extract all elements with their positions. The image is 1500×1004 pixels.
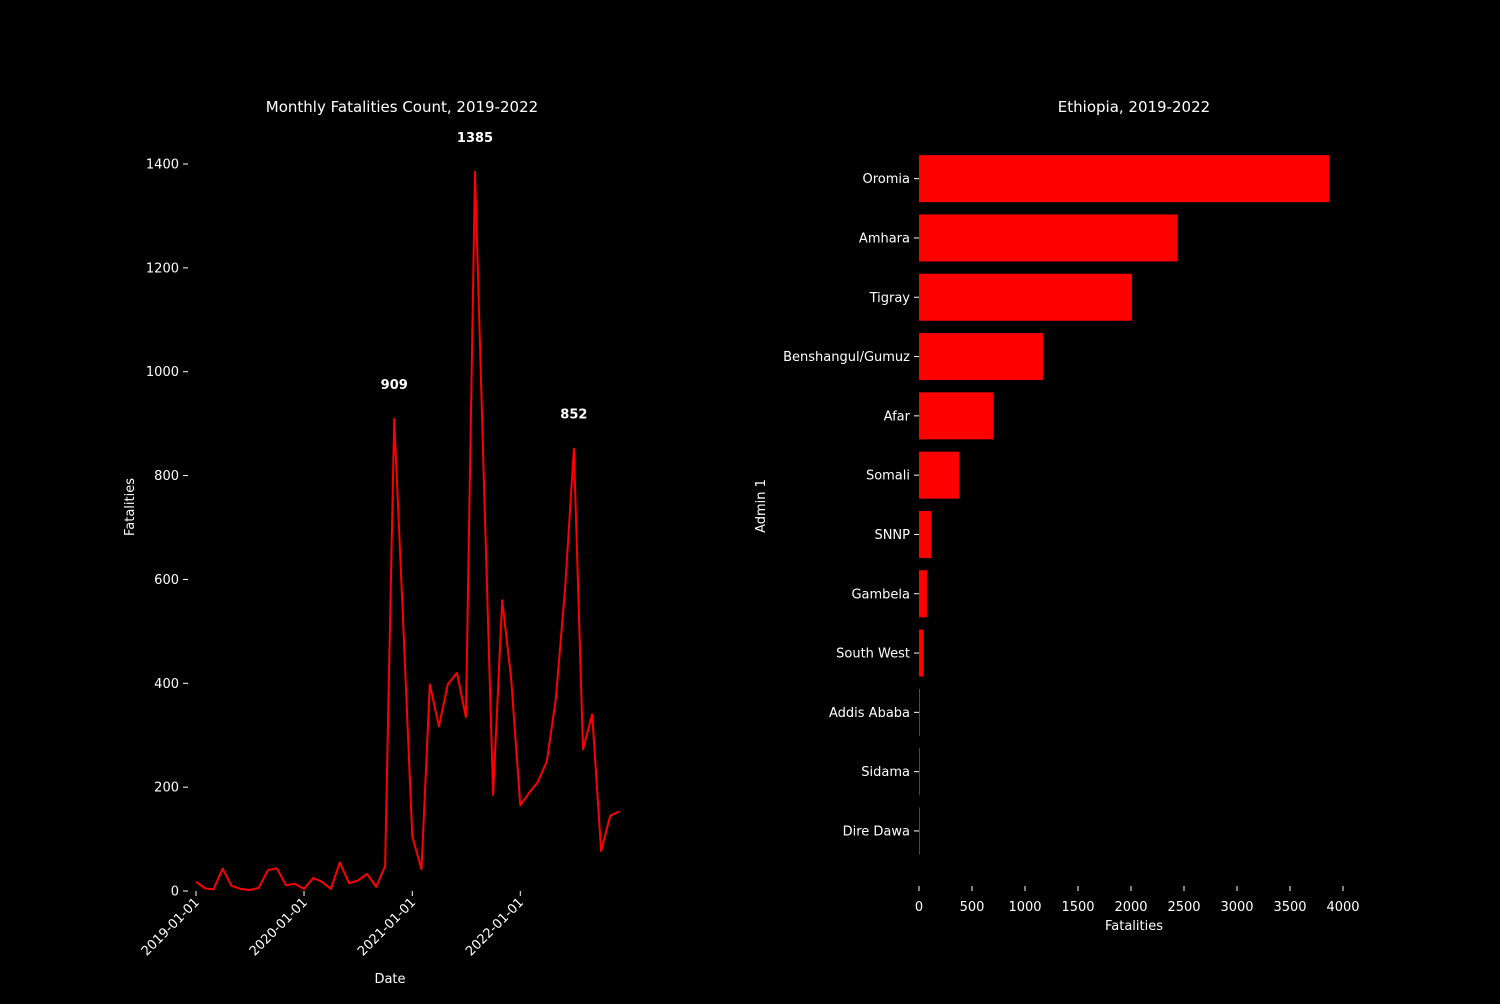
line-y-tick-label: 800: [154, 469, 179, 484]
bar-snnp: [919, 510, 932, 558]
bar-x-tick-label: 2000: [1114, 900, 1147, 915]
line-x-tick-label: 2019-01-01: [139, 895, 203, 959]
line-y-axis: 0 200 400 600 800 1000 1200 1400: [146, 158, 188, 900]
line-y-tick-label: 1000: [146, 365, 179, 380]
bar-x-tick-label: 1000: [1008, 900, 1041, 915]
bar-sidama: [919, 748, 920, 796]
bar-category-label: Afar: [884, 409, 911, 424]
line-y-tick-label: 400: [154, 677, 179, 692]
bar-x-axis: 0 500 1000 1500 2000 2500 3000 3500 4000: [915, 886, 1360, 915]
bar-category-label: South West: [836, 647, 910, 662]
line-x-tick-label: 2022-01-01: [463, 895, 527, 959]
bar-category-label: Addis Ababa: [829, 706, 910, 721]
peak-label: 909: [381, 378, 408, 393]
bar-gambela: [919, 570, 927, 618]
bar-benshangul-gumuz: [919, 333, 1044, 381]
bar-category-label: Tigray: [869, 291, 911, 306]
peak-label: 852: [560, 408, 587, 423]
bar-category-label: Sidama: [861, 765, 910, 780]
line-chart: Monthly Fatalities Count, 2019-2022 0 200…: [123, 98, 620, 987]
bar-y-axis: Oromia Amhara Tigray Benshangul/Gumuz Afar So…: [783, 172, 919, 839]
bar-category-label: Somali: [866, 469, 910, 484]
peak-label: 1385: [457, 131, 493, 146]
line-y-axis-label: Fatalities: [123, 478, 138, 536]
bar-category-label: Dire Dawa: [843, 824, 910, 839]
bar-x-tick-label: 500: [960, 900, 985, 915]
line-y-tick-label: 1400: [146, 158, 179, 173]
bar-x-tick-label: 2500: [1167, 900, 1200, 915]
peak-annotations: 909 1385 852: [381, 131, 588, 423]
bar-south-west: [919, 629, 924, 677]
line-x-tick-label: 2021-01-01: [355, 895, 419, 959]
bar-category-label: Gambela: [851, 587, 910, 602]
line-chart-title: Monthly Fatalities Count, 2019-2022: [266, 98, 538, 116]
series-line: [195, 170, 620, 891]
bar-x-tick-label: 3500: [1273, 900, 1306, 915]
bar-x-tick-label: 4000: [1326, 900, 1359, 915]
bar-chart: Ethiopia, 2019-2022 Oromia Amhara Tigray Be…: [754, 98, 1360, 934]
bar-category-label: SNNP: [874, 528, 910, 543]
bar-afar: [919, 392, 994, 440]
bar-category-label: Oromia: [863, 172, 911, 187]
line-x-axis: 2019-01-01 2020-01-01 2021-01-01 2022-01-01: [139, 891, 527, 959]
bars: [919, 155, 1330, 855]
bar-x-tick-label: 1500: [1061, 900, 1094, 915]
bar-x-tick-label: 3000: [1220, 900, 1253, 915]
bar-oromia: [919, 155, 1330, 203]
line-y-tick-label: 200: [154, 781, 179, 796]
line-y-tick-label: 0: [171, 885, 179, 900]
line-y-tick-label: 600: [154, 573, 179, 588]
bar-category-label: Amhara: [859, 231, 910, 246]
bar-x-axis-label: Fatalities: [1105, 919, 1163, 934]
bar-addis-ababa: [919, 688, 920, 736]
bar-category-label: Benshangul/Gumuz: [783, 350, 910, 365]
bar-y-axis-label: Admin 1: [754, 479, 769, 533]
line-x-axis-label: Date: [374, 972, 405, 987]
bar-dire-dawa: [919, 807, 920, 855]
line-x-tick-label: 2020-01-01: [247, 895, 311, 959]
bar-chart-title: Ethiopia, 2019-2022: [1058, 98, 1210, 116]
line-y-tick-label: 1200: [146, 261, 179, 276]
bar-tigray: [919, 273, 1133, 321]
bar-x-tick-label: 0: [915, 900, 923, 915]
bar-amhara: [919, 214, 1178, 262]
bar-somali: [919, 451, 960, 499]
